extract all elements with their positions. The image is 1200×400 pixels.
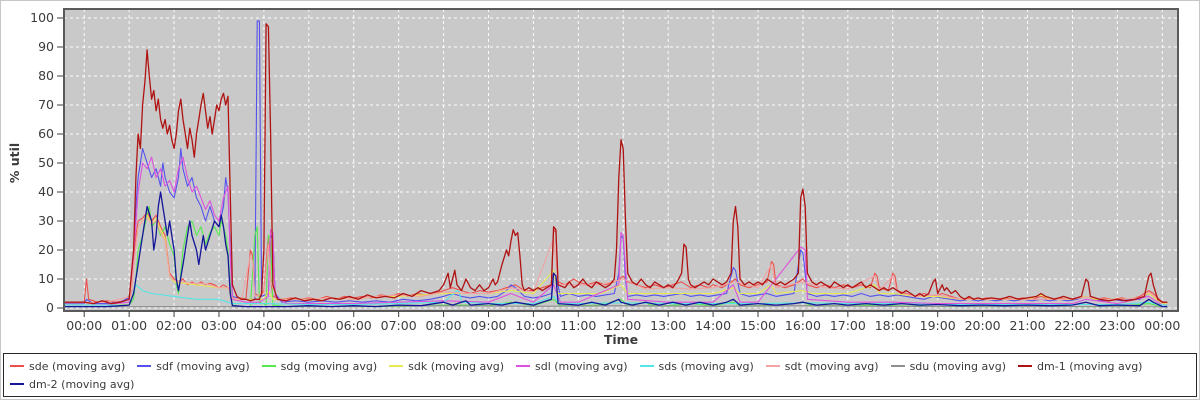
series-line-sdf [64,20,1168,305]
y-tick-label: 20 [38,242,54,257]
x-tick-label: 15:00 [740,318,776,333]
legend-item-dm-1: dm-1 (moving avg) [1018,357,1142,375]
x-axis-label: Time [604,332,638,347]
legend-item-sdk: sdk (moving avg) [389,357,504,375]
x-tick-label: 17:00 [830,318,866,333]
legend-item-sdg: sdg (moving avg) [261,357,378,375]
x-tick-label: 02:00 [156,318,192,333]
y-tick-label: 90 [38,39,54,54]
legend-item-label: sdk (moving avg) [408,359,504,373]
legend-item-label: sds (moving avg) [658,359,754,373]
legend-item-label: sdt (moving avg) [784,359,879,373]
legend-swatch-icon [389,365,404,367]
series-line-dm-2 [64,191,1168,308]
y-tick-label: 40 [38,184,54,199]
plot-border [63,8,1179,312]
x-tick-label: 04:00 [246,318,282,333]
x-tick-label: 05:00 [291,318,327,333]
x-tick-label: 08:00 [426,318,462,333]
y-tick-label: 100 [30,10,54,25]
x-tick-label: 09:00 [470,318,506,333]
x-tick-label: 12:00 [605,318,641,333]
chart-legend: sde (moving avg) sdf (moving avg) sdg (mov… [3,353,1197,397]
legend-swatch-icon [10,383,24,385]
legend-item-sdf: sdf (moving avg) [137,357,250,375]
legend-swatch-icon [890,365,905,367]
legend-swatch-icon [1018,365,1033,367]
legend-item-sdu: sdu (moving avg) [890,357,1007,375]
legend-item-label: sdg (moving avg) [280,359,378,373]
legend-swatch-icon [515,365,530,367]
x-tick-label: 01:00 [111,318,147,333]
series-line-dm-1 [64,23,1168,305]
x-tick-label: 00:00 [66,318,102,333]
y-tick-label: 30 [38,213,54,228]
x-tick-label: 16:00 [785,318,821,333]
legend-swatch-icon [765,365,780,367]
legend-item-label: sde (moving avg) [29,359,126,373]
legend-item-sds: sds (moving avg) [639,357,754,375]
legend-swatch-icon [261,365,276,367]
legend-item-label: sdu (moving avg) [909,359,1007,373]
x-tick-label: 20:00 [965,318,1001,333]
legend-item-sdt: sdt (moving avg) [765,357,879,375]
y-tick-label: 50 [38,155,54,170]
legend-item-sdl: sdl (moving avg) [515,357,628,375]
x-tick-label: 19:00 [920,318,956,333]
y-axis-label: % util [7,143,22,183]
y-tick-label: 0 [46,300,54,315]
y-tick-label: 70 [38,97,54,112]
x-tick-label: 03:00 [201,318,237,333]
legend-swatch-icon [10,365,24,367]
x-tick-label: 18:00 [875,318,911,333]
x-tick-label: 11:00 [560,318,596,333]
x-tick-label: 06:00 [336,318,372,333]
y-tick-label: 60 [38,126,54,141]
x-tick-label: 14:00 [695,318,731,333]
x-tick-label: 13:00 [650,318,686,333]
chart-canvas: 0 10 20 30 40 50 60 70 80 90 100 00:00 01:00 02:00 03:… [7,8,1180,347]
x-tick-label: 22:00 [1054,318,1090,333]
legend-swatch-icon [137,365,152,367]
y-tick-label: 80 [38,68,54,83]
legend-item-sde: sde (moving avg) [10,357,125,375]
series-group [64,20,1168,308]
x-tick-label: 23:00 [1099,318,1135,333]
x-tick-label: 00:00 [1144,318,1180,333]
y-tick-label: 10 [38,271,54,286]
legend-item-label: sdf (moving avg) [156,359,250,373]
legend-item-label: dm-2 (moving avg) [29,377,135,391]
series-line-sdt [64,217,1168,304]
x-tick-label: 21:00 [1010,318,1046,333]
legend-item-label: dm-1 (moving avg) [1037,359,1143,373]
x-tick-label: 07:00 [381,318,417,333]
series-line-sdu [64,305,1168,308]
x-tick-label: 10:00 [515,318,551,333]
legend-item-dm-2: dm-2 (moving avg) [10,375,134,393]
legend-swatch-icon [639,365,654,367]
legend-item-label: sdl (moving avg) [534,359,628,373]
